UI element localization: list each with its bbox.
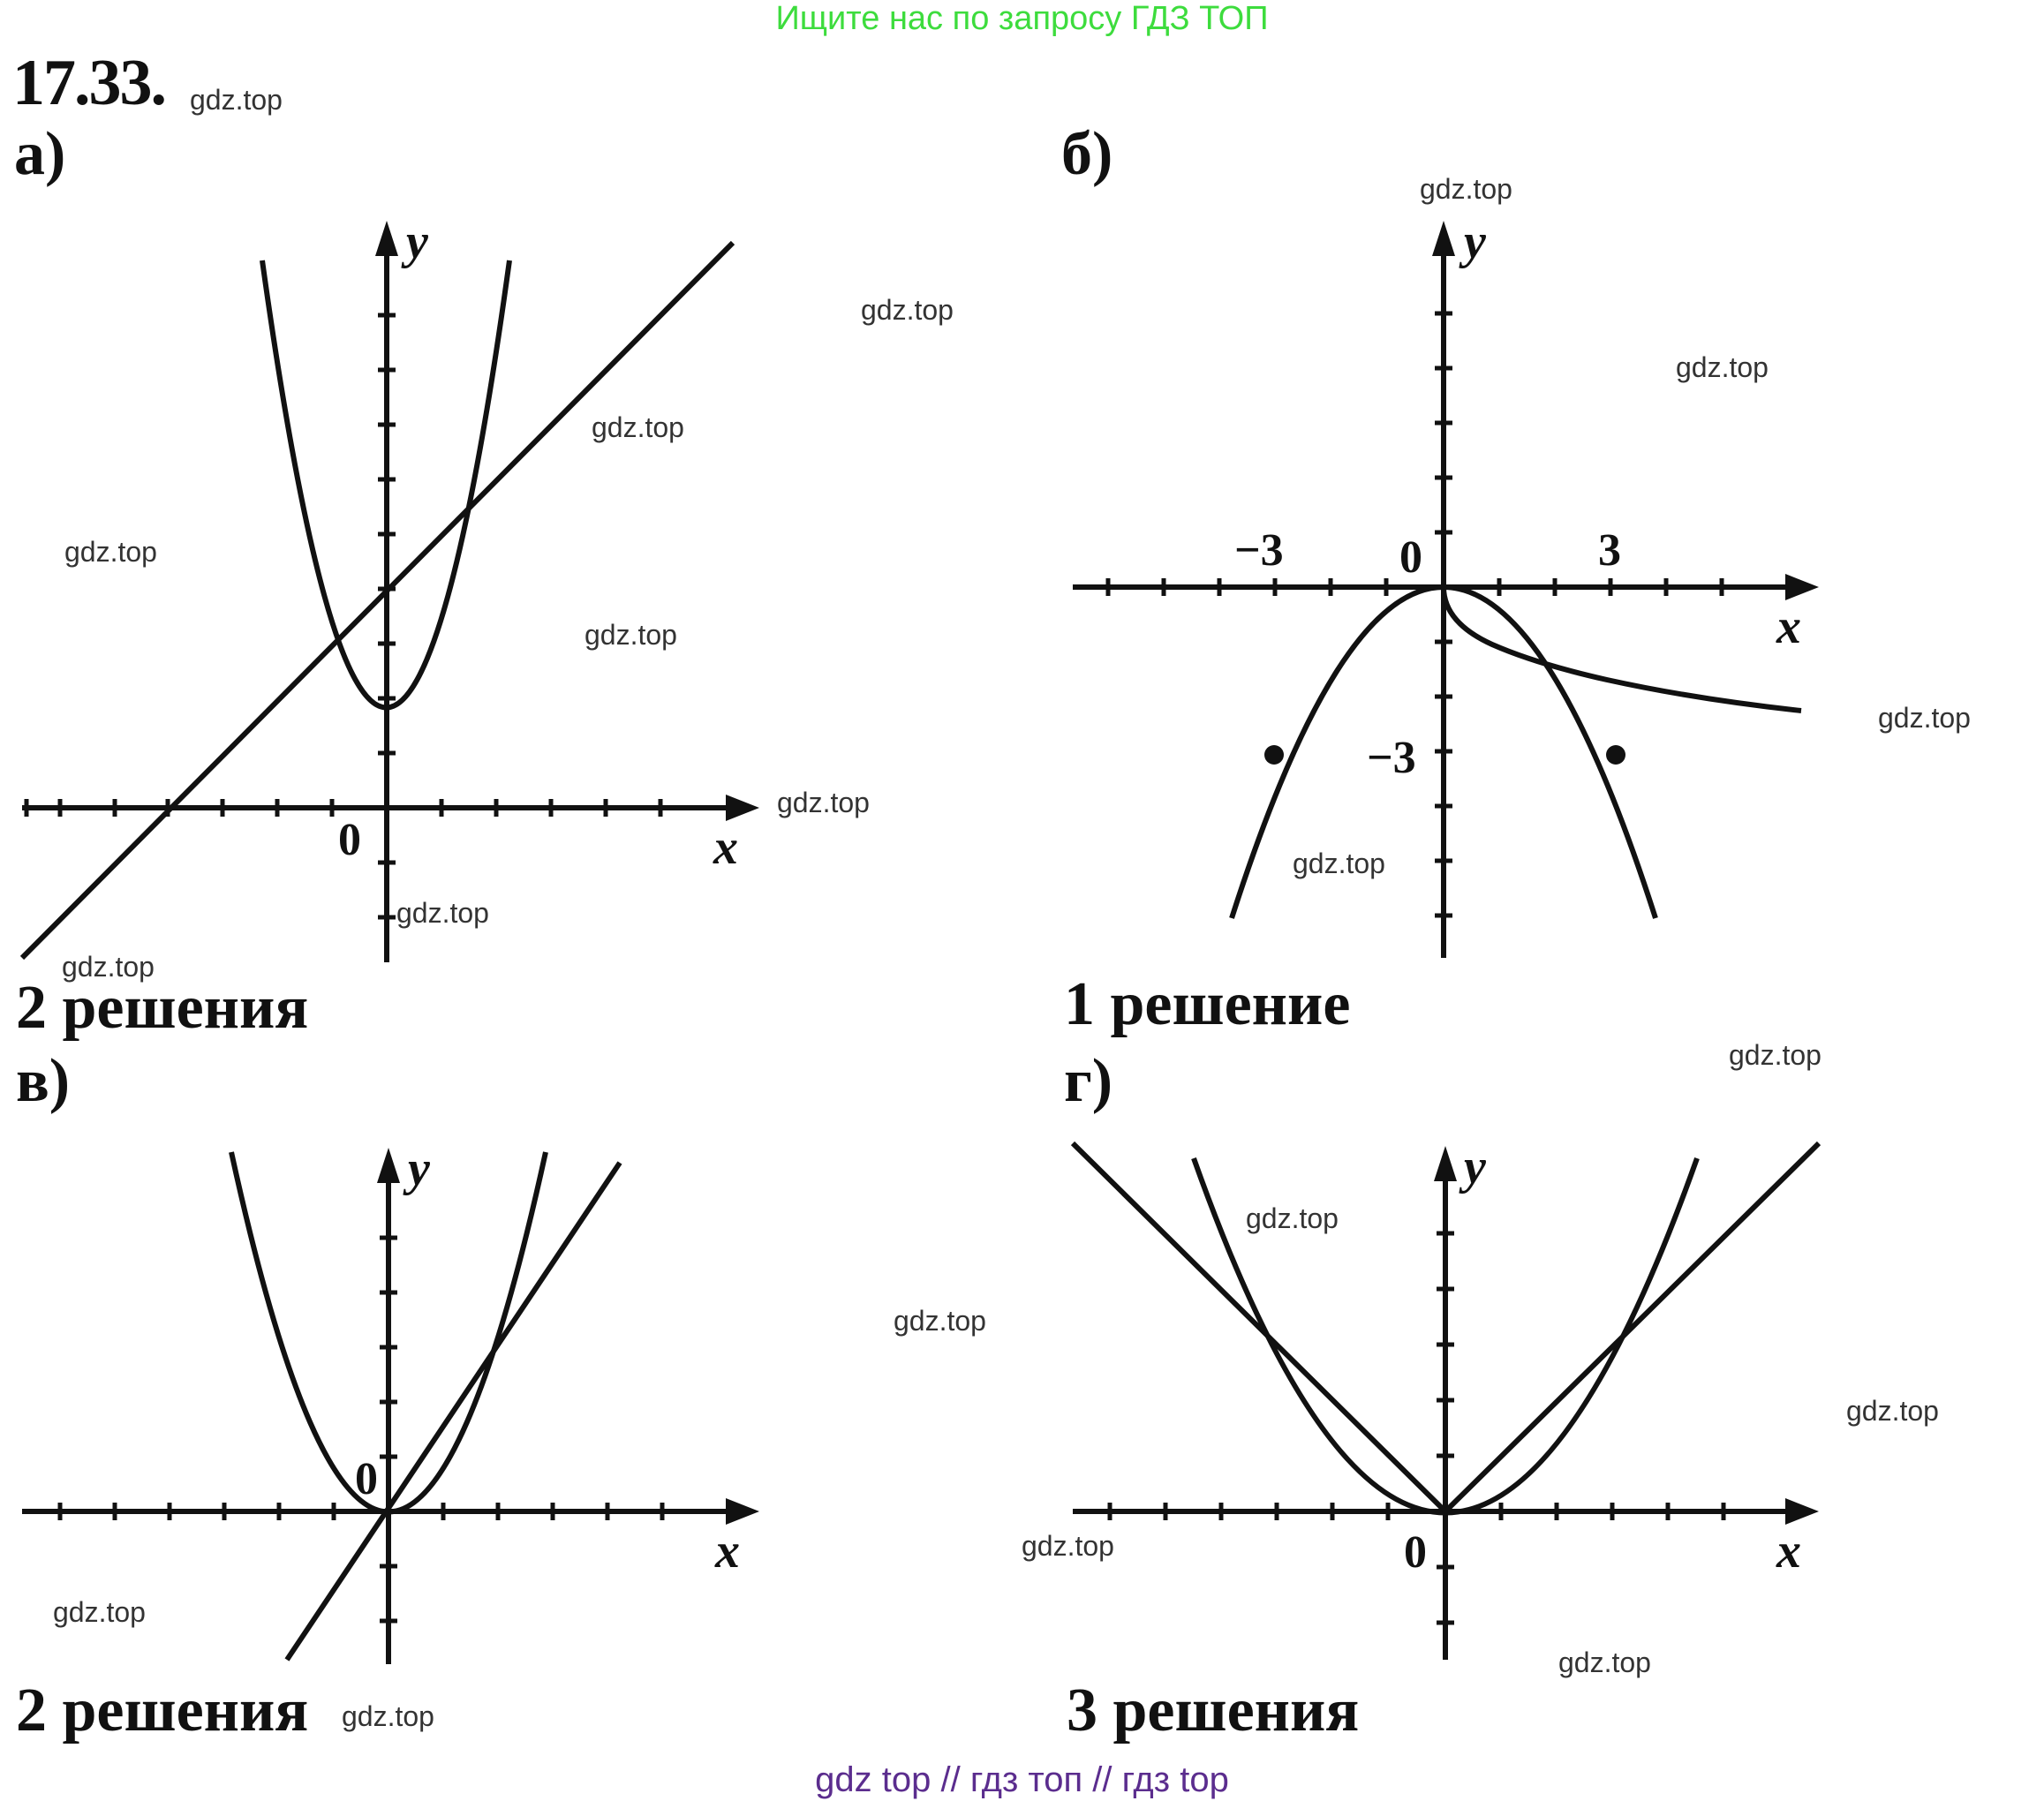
answer-v: 2 решения (16, 1677, 309, 1744)
origin-label-a: 0 (338, 815, 361, 865)
y-arrow-a (375, 221, 398, 256)
graph-a: x y 0 (19, 215, 759, 962)
line-v (284, 1161, 622, 1662)
x-arrow-g (1785, 1498, 1819, 1525)
footer-links[interactable]: gdz top // гдз топ // гдз top (815, 1760, 1229, 1799)
graph-v: x y 0 (22, 1142, 759, 1664)
watermark: gdz.top (894, 1305, 986, 1337)
origin-label-b: 0 (1399, 532, 1422, 583)
watermark: gdz.top (585, 619, 677, 651)
watermark: gdz.top (1729, 1039, 1821, 1071)
origin-label-g: 0 (1404, 1527, 1427, 1578)
y-arrow-v (377, 1148, 400, 1183)
watermark: gdz.top (777, 787, 870, 818)
problem-number: 17.33. (12, 47, 167, 119)
panel-label-v: в) (16, 1047, 71, 1115)
panel-label-b: б) (1061, 120, 1113, 188)
x-arrow-b (1785, 574, 1819, 600)
y-label-b: y (1459, 215, 1487, 269)
panel-label-a: а) (14, 120, 66, 188)
watermark: gdz.top (62, 951, 155, 983)
origin-label-v: 0 (355, 1454, 378, 1504)
watermark: gdz.top (1846, 1395, 1939, 1427)
root-curve-b (1441, 586, 1802, 713)
y-label-a: y (401, 215, 429, 269)
abs-value-g (1070, 1141, 1821, 1516)
tick-label-3-x: 3 (1598, 525, 1621, 576)
y-arrow-b (1432, 221, 1455, 256)
tick-label-neg3-x: −3 (1234, 525, 1284, 576)
search-banner[interactable]: Ищите нас по запросу ГДЗ ТОП (775, 0, 1269, 37)
watermark: gdz.top (1558, 1647, 1651, 1678)
x-arrow-a (726, 795, 759, 821)
panel-label-g: г) (1064, 1047, 1113, 1115)
line-a (19, 240, 735, 961)
watermark: gdz.top (342, 1700, 434, 1732)
answer-a: 2 решения (16, 974, 309, 1042)
x-label-b: x (1776, 599, 1801, 654)
watermark: gdz.top (53, 1596, 146, 1628)
graph-b: x y 0 −3 3 −3 (1073, 215, 1819, 958)
x-arrow-v (726, 1498, 759, 1525)
ticks-g (1107, 1231, 1726, 1625)
x-label-a: x (713, 820, 738, 875)
x-label-v: x (714, 1524, 740, 1579)
tick-label-neg3-y: −3 (1367, 733, 1416, 783)
point-left-b (1264, 745, 1284, 765)
x-label-g: x (1776, 1524, 1801, 1579)
parabola-a (260, 260, 512, 711)
answer-g: 3 решения (1067, 1677, 1360, 1744)
watermark: gdz.top (1022, 1530, 1114, 1562)
watermark: gdz.top (592, 411, 684, 443)
watermark: gdz.top (1878, 702, 1971, 734)
watermark: gdz.top (396, 897, 489, 929)
ticks-b (1105, 311, 1724, 918)
answer-b: 1 решение (1064, 970, 1351, 1038)
watermark: gdz.top (64, 536, 157, 568)
ticks-v (57, 1235, 665, 1624)
ticks-a (24, 313, 663, 920)
graph-g: x y 0 (1070, 1140, 1821, 1660)
y-label-v: y (403, 1142, 431, 1196)
y-arrow-g (1434, 1146, 1457, 1181)
watermark: gdz.top (190, 84, 283, 116)
y-label-g: y (1459, 1140, 1487, 1194)
watermark: gdz.top (861, 294, 954, 326)
watermark: gdz.top (1420, 173, 1512, 205)
watermark: gdz.top (1676, 351, 1769, 383)
watermark: gdz.top (1246, 1202, 1339, 1234)
watermark: gdz.top (1293, 848, 1385, 879)
point-right-b (1606, 745, 1625, 765)
